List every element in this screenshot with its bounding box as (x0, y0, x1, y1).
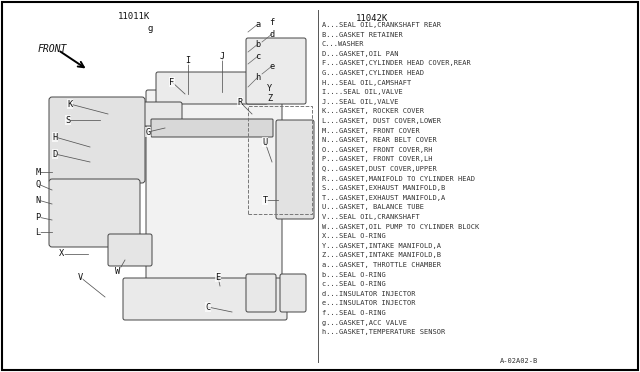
Text: b...SEAL O-RING: b...SEAL O-RING (322, 272, 386, 278)
Text: N...GASKET, REAR BELT COVER: N...GASKET, REAR BELT COVER (322, 137, 436, 143)
Text: A...SEAL OIL,CRANKSHAFT REAR: A...SEAL OIL,CRANKSHAFT REAR (322, 22, 441, 28)
Text: H...SEAL OIL,CAMSHAFT: H...SEAL OIL,CAMSHAFT (322, 80, 412, 86)
Text: Z...GASKET,INTAKE MANIFOLD,B: Z...GASKET,INTAKE MANIFOLD,B (322, 252, 441, 259)
FancyBboxPatch shape (98, 102, 182, 126)
Text: X: X (60, 250, 65, 259)
Text: Q: Q (35, 180, 40, 189)
Text: N: N (35, 196, 40, 205)
Text: A-02A02-B: A-02A02-B (500, 358, 538, 364)
Text: f...SEAL O-RING: f...SEAL O-RING (322, 310, 386, 316)
Text: V: V (77, 273, 83, 282)
Text: S...GASKET,EXHAUST MANIFOLD,B: S...GASKET,EXHAUST MANIFOLD,B (322, 185, 445, 191)
Text: D...GASKET,OIL PAN: D...GASKET,OIL PAN (322, 51, 399, 57)
Text: W...GASKET,OIL PUMP TO CYLINDER BLOCK: W...GASKET,OIL PUMP TO CYLINDER BLOCK (322, 224, 479, 230)
Text: D: D (52, 150, 58, 158)
Text: h...GASKET,TEMPERATURE SENSOR: h...GASKET,TEMPERATURE SENSOR (322, 329, 445, 335)
Text: V...SEAL OIL,CRANKSHAFT: V...SEAL OIL,CRANKSHAFT (322, 214, 420, 220)
Text: T: T (262, 196, 268, 205)
FancyBboxPatch shape (276, 120, 314, 219)
Text: 11011K: 11011K (118, 12, 150, 21)
Text: P...GASKET, FRONT COVER,LH: P...GASKET, FRONT COVER,LH (322, 156, 433, 163)
Text: L...GASKET, DUST COVER,LOWER: L...GASKET, DUST COVER,LOWER (322, 118, 441, 124)
Text: G...GASKET,CYLINDER HEAD: G...GASKET,CYLINDER HEAD (322, 70, 424, 76)
Text: F: F (170, 77, 175, 87)
Text: Q...GASKET,DUST COVER,UPPER: Q...GASKET,DUST COVER,UPPER (322, 166, 436, 172)
FancyBboxPatch shape (146, 90, 282, 292)
Text: U...GASKET, BALANCE TUBE: U...GASKET, BALANCE TUBE (322, 204, 424, 211)
Text: c...SEAL O-RING: c...SEAL O-RING (322, 281, 386, 287)
Text: J...SEAL OIL,VALVE: J...SEAL OIL,VALVE (322, 99, 399, 105)
FancyBboxPatch shape (156, 72, 268, 104)
FancyBboxPatch shape (123, 278, 287, 320)
FancyBboxPatch shape (108, 234, 152, 266)
Text: g...GASKET,ACC VALVE: g...GASKET,ACC VALVE (322, 320, 407, 326)
Text: b: b (255, 39, 260, 48)
Text: X...SEAL O-RING: X...SEAL O-RING (322, 233, 386, 239)
FancyBboxPatch shape (49, 97, 145, 183)
Text: H: H (52, 132, 58, 141)
Text: d: d (269, 29, 275, 38)
FancyBboxPatch shape (151, 119, 273, 137)
Text: M: M (35, 167, 40, 176)
Text: K: K (67, 99, 72, 109)
FancyBboxPatch shape (246, 274, 276, 312)
Text: U: U (262, 138, 268, 147)
Text: R: R (237, 97, 243, 106)
Text: R...GASKET,MANIFOLD TO CYLINDER HEAD: R...GASKET,MANIFOLD TO CYLINDER HEAD (322, 176, 475, 182)
Text: Z: Z (268, 93, 273, 103)
Text: C: C (205, 302, 211, 311)
Text: a: a (255, 19, 260, 29)
Text: G: G (145, 128, 150, 137)
Text: Y: Y (268, 83, 273, 93)
Text: 11042K: 11042K (356, 14, 388, 23)
FancyBboxPatch shape (280, 274, 306, 312)
Text: F...GASKET,CYLINDER HEAD COVER,REAR: F...GASKET,CYLINDER HEAD COVER,REAR (322, 60, 471, 66)
Text: P: P (35, 212, 40, 221)
Text: W: W (115, 267, 120, 276)
Text: C...WASHER: C...WASHER (322, 41, 365, 47)
Text: FRONT: FRONT (38, 44, 67, 54)
Text: h: h (255, 73, 260, 81)
Text: I....SEAL OIL,VALVE: I....SEAL OIL,VALVE (322, 89, 403, 95)
Text: M...GASKET, FRONT COVER: M...GASKET, FRONT COVER (322, 128, 420, 134)
Text: K...GASKET, ROCKER COVER: K...GASKET, ROCKER COVER (322, 108, 424, 115)
Bar (248, 106, 312, 214)
Text: d...INSULATOR INJECTOR: d...INSULATOR INJECTOR (322, 291, 415, 297)
FancyBboxPatch shape (246, 38, 306, 104)
Text: E: E (216, 273, 221, 282)
Text: L: L (35, 228, 40, 237)
Text: S: S (65, 115, 70, 125)
FancyBboxPatch shape (49, 179, 140, 247)
Text: a...GASKET, THROTTLE CHAMBER: a...GASKET, THROTTLE CHAMBER (322, 262, 441, 268)
Text: B...GASKET RETAINER: B...GASKET RETAINER (322, 32, 403, 38)
Text: f: f (269, 17, 275, 26)
Text: e: e (269, 61, 275, 71)
Text: Y...GASKET,INTAKE MANIFOLD,A: Y...GASKET,INTAKE MANIFOLD,A (322, 243, 441, 249)
Text: T...GASKET,EXHAUST MANIFOLD,A: T...GASKET,EXHAUST MANIFOLD,A (322, 195, 445, 201)
Text: J: J (220, 51, 225, 61)
Text: O...GASKET, FRONT COVER,RH: O...GASKET, FRONT COVER,RH (322, 147, 433, 153)
Text: e...INSULATOR INJECTOR: e...INSULATOR INJECTOR (322, 301, 415, 307)
Text: I: I (186, 55, 191, 64)
Text: c: c (255, 51, 260, 61)
Text: g: g (148, 24, 154, 33)
